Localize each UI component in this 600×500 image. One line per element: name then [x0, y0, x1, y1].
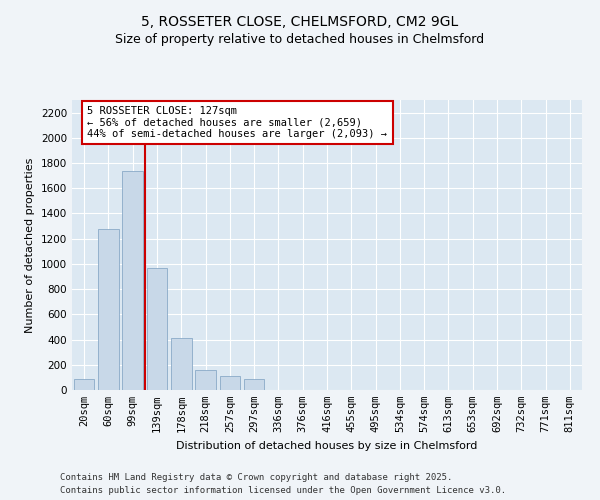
Bar — [74, 378, 94, 390]
Text: Size of property relative to detached houses in Chelmsford: Size of property relative to detached ho… — [115, 32, 485, 46]
Y-axis label: Number of detached properties: Number of detached properties — [25, 158, 35, 332]
Bar — [171, 338, 191, 390]
Text: 5 ROSSETER CLOSE: 127sqm
← 56% of detached houses are smaller (2,659)
44% of sem: 5 ROSSETER CLOSE: 127sqm ← 56% of detach… — [88, 106, 388, 139]
Bar — [98, 228, 119, 390]
Bar — [122, 170, 143, 390]
X-axis label: Distribution of detached houses by size in Chelmsford: Distribution of detached houses by size … — [176, 440, 478, 450]
Bar — [195, 370, 216, 390]
Text: Contains HM Land Registry data © Crown copyright and database right 2025.: Contains HM Land Registry data © Crown c… — [60, 474, 452, 482]
Text: Contains public sector information licensed under the Open Government Licence v3: Contains public sector information licen… — [60, 486, 506, 495]
Bar — [244, 378, 265, 390]
Text: 5, ROSSETER CLOSE, CHELMSFORD, CM2 9GL: 5, ROSSETER CLOSE, CHELMSFORD, CM2 9GL — [142, 15, 458, 29]
Bar — [146, 268, 167, 390]
Bar — [220, 376, 240, 390]
